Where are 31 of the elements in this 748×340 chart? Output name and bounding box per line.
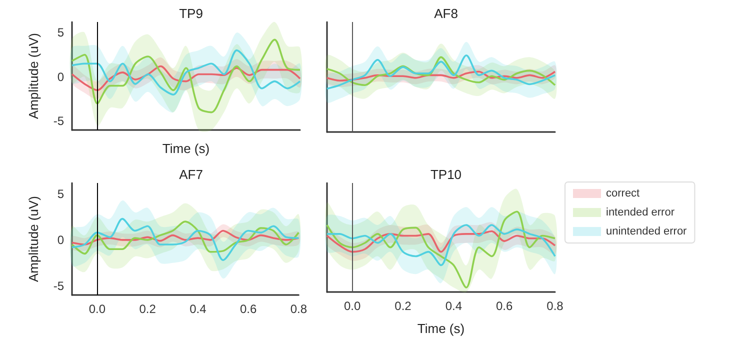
line-series bbox=[71, 230, 300, 246]
x-tick-label: 0.2 bbox=[139, 302, 156, 316]
y-tick-label: 5 bbox=[57, 26, 64, 40]
x-tick-label: 0.2 bbox=[394, 299, 412, 313]
legend-label: unintended error bbox=[606, 226, 688, 238]
y-tick-label: 0 bbox=[57, 232, 64, 247]
chart-title: TP10 bbox=[430, 167, 462, 182]
y-axis-title: Amplitude (uV) bbox=[26, 196, 41, 282]
x-tick-label: 0.8 bbox=[290, 302, 308, 316]
chart-title: AF7 bbox=[179, 167, 203, 182]
x-tick-label: 0.6 bbox=[496, 299, 513, 313]
legend-label: correct bbox=[606, 188, 640, 200]
y-tick-label: 5 bbox=[57, 187, 64, 202]
y-tick-label: -5 bbox=[53, 114, 64, 128]
x-axis-title: Time (s) bbox=[162, 141, 210, 156]
line-series bbox=[71, 65, 301, 92]
y-tick-label: 0 bbox=[57, 70, 64, 84]
x-tick-label: 0.0 bbox=[88, 302, 106, 316]
chart-title: TP9 bbox=[179, 6, 203, 21]
x-tick-label: 0.4 bbox=[190, 302, 207, 316]
y-axis-title: Amplitude (uV) bbox=[26, 33, 41, 119]
line-series bbox=[71, 49, 301, 96]
x-tick-label: 0.4 bbox=[445, 299, 462, 313]
x-tick-label: 0.6 bbox=[240, 302, 257, 316]
x-tick-label: 0.0 bbox=[344, 299, 361, 313]
y-tick-label: -5 bbox=[53, 278, 64, 293]
x-axis-title: Time (s) bbox=[417, 321, 465, 336]
x-tick-label: 0.8 bbox=[546, 299, 564, 313]
chart-title: AF8 bbox=[434, 6, 458, 21]
line-series bbox=[71, 218, 300, 262]
legend-label: intended error bbox=[606, 206, 675, 218]
